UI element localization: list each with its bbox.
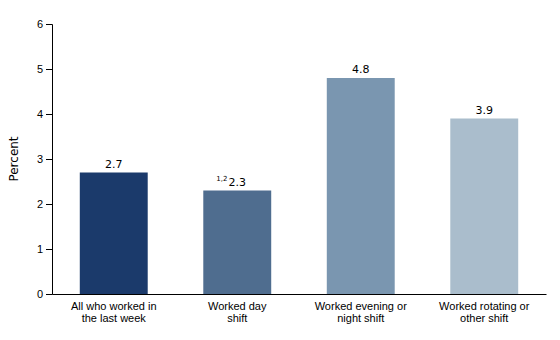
y-tick-label: 6 [37,18,43,30]
plot-area: 0 1 2 3 4 5 6 All who worked inthe last week Wor… [37,18,547,324]
data-labels: 2.7 2.3 4.8 3.9 1,2 [105,63,493,189]
x-axis: All who worked inthe last week Worked day… [53,295,547,325]
y-axis-label: Percent [7,136,21,181]
x-tick-label-line: Worked evening or [315,300,407,312]
x-tick-label-line: Worked rotating or [439,300,530,312]
x-tick: All who worked inthe last week [71,300,157,325]
y-tick-label: 3 [37,153,43,165]
x-tick-label-line: All who worked in [71,300,157,312]
y-tick: 0 [37,288,52,300]
y-tick-mark [46,204,52,205]
y-tick: 4 [37,108,52,120]
x-axis-line [53,294,547,295]
y-tick: 1 [37,243,52,255]
x-tick-label-line: night shift [337,312,384,324]
data-label: 3.9 [476,104,494,117]
y-tick-mark [46,249,52,250]
x-tick-label-line: Worked day [208,300,267,312]
chart-svg: 0 1 2 3 4 5 6 All who worked inthe last week Wor… [0,0,560,340]
y-tick: 6 [37,18,52,30]
y-tick-label: 1 [37,243,43,255]
y-tick-mark [46,69,52,70]
y-tick-mark [46,114,52,115]
chart-container: 0 1 2 3 4 5 6 All who worked inthe last week Wor… [0,0,560,340]
bar [450,119,518,295]
y-tick: 3 [37,153,52,165]
bars [80,78,518,294]
y-axis: 0 1 2 3 4 5 6 [37,18,53,300]
bar [203,191,271,295]
annotation: 1,2 [216,175,227,183]
y-tick-mark [46,294,52,295]
x-tick-label-line: the last week [82,312,147,324]
y-tick-label: 0 [37,288,43,300]
x-tick: Worked evening ornight shift [315,300,407,325]
x-tick: Worked dayshift [208,300,267,325]
bar [80,173,148,295]
x-tick-label-line: shift [227,312,247,324]
y-tick-mark [46,24,52,25]
data-label: 2.3 [229,176,247,189]
data-label: 4.8 [352,63,370,76]
y-axis-line [46,25,53,295]
x-tick-label: Worked dayshift [208,300,267,325]
x-tick: Worked rotating orother shift [439,300,530,325]
x-tick-label: Worked evening ornight shift [315,300,407,325]
y-tick-label: 5 [37,63,43,75]
y-tick-label: 4 [37,108,43,120]
x-tick-label: All who worked inthe last week [71,300,157,325]
x-tick-label: Worked rotating orother shift [439,300,530,325]
y-tick: 5 [37,63,52,75]
y-tick: 2 [37,198,52,210]
y-tick-label: 2 [37,198,43,210]
x-tick-label-line: other shift [460,312,508,324]
bar [327,78,395,294]
data-label: 2.7 [105,158,123,171]
y-tick-mark [46,159,52,160]
